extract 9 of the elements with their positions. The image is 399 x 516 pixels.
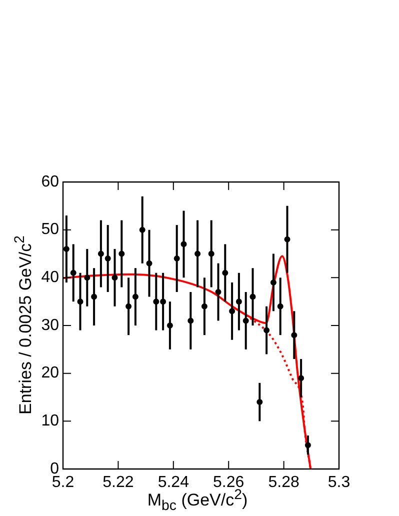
y-tick-label: 40 [41, 269, 60, 286]
y-tick-label: 10 [41, 412, 60, 430]
y-tick-label: 20 [41, 364, 60, 382]
y-tick-label: 50 [41, 221, 60, 238]
x-tick-label: 5.22 [102, 474, 134, 492]
y-tick-label: 30 [41, 316, 60, 334]
x-tick-label: 5.3 [328, 474, 350, 492]
x-tick-label: 5.28 [268, 474, 300, 492]
y-tick-label: 60 [41, 173, 60, 190]
